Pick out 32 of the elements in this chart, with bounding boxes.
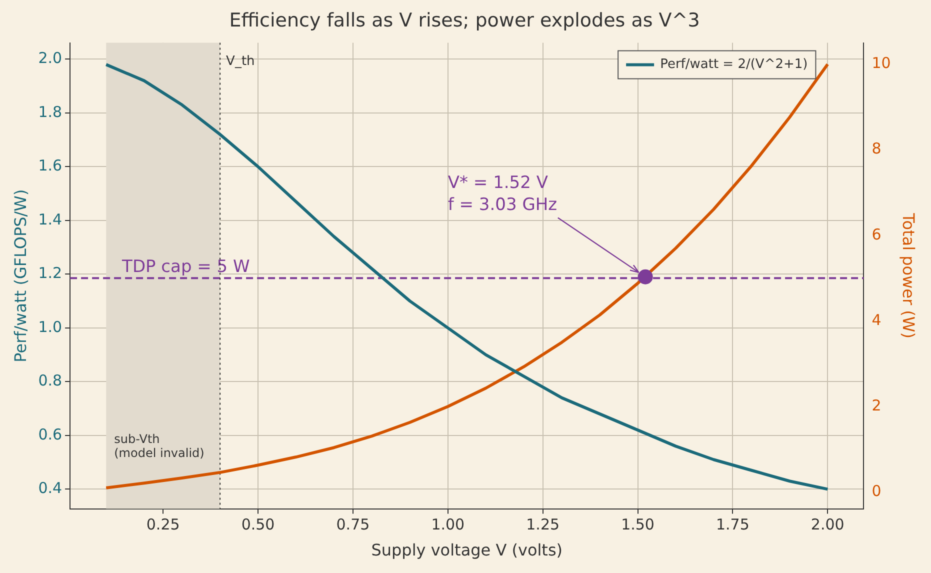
y2-tick-label: 0	[872, 482, 882, 500]
y-tick-label: 1.4	[38, 210, 62, 228]
y2-tick-label: 10	[872, 54, 891, 72]
y-tick-label: 1.0	[38, 318, 62, 336]
x-tick-label: 1.50	[621, 516, 654, 534]
chart-title: Efficiency falls as V rises; power explodes as V^3	[229, 9, 700, 32]
x-axis-title: Supply voltage V (volts)	[371, 540, 563, 560]
y-tick-label: 2.0	[38, 49, 62, 68]
y-tick-label: 0.6	[38, 425, 62, 444]
band-label: sub-Vth (model invalid)	[114, 432, 204, 460]
y-tick-label: 1.8	[38, 102, 62, 121]
x-tick-label: 0.50	[241, 516, 275, 534]
y2-tick-label: 4	[872, 310, 882, 329]
y-tick-label: 0.4	[38, 479, 62, 498]
x-tick-label: 0.75	[336, 516, 370, 534]
y2-tick-label: 6	[872, 225, 882, 244]
x-tick-label: 1.00	[431, 516, 465, 534]
x-tick-label: 1.75	[716, 516, 750, 534]
ref-line-label: TDP cap = 5 W	[121, 257, 250, 278]
x-tick-label: 2.00	[810, 516, 844, 534]
y2-tick-label: 2	[872, 396, 882, 414]
annotation: V* = 1.52 V f = 3.03 GHz	[448, 172, 558, 215]
y-tick-label: 1.6	[38, 156, 62, 175]
y-axis-title: Perf/watt (GFLOPS/W)	[10, 189, 30, 362]
x-tick-label: 1.25	[526, 516, 560, 534]
y2-tick-label: 8	[872, 140, 882, 158]
y-tick-label: 1.2	[38, 264, 62, 282]
x-tick-label: 0.25	[146, 516, 180, 534]
y-tick-label: 0.8	[38, 372, 62, 390]
y2-axis-title: Total power (W)	[899, 212, 918, 338]
ref-line-label: V_th	[226, 54, 255, 69]
legend-label: Perf/watt = 2/(V^2+1)	[660, 57, 808, 72]
